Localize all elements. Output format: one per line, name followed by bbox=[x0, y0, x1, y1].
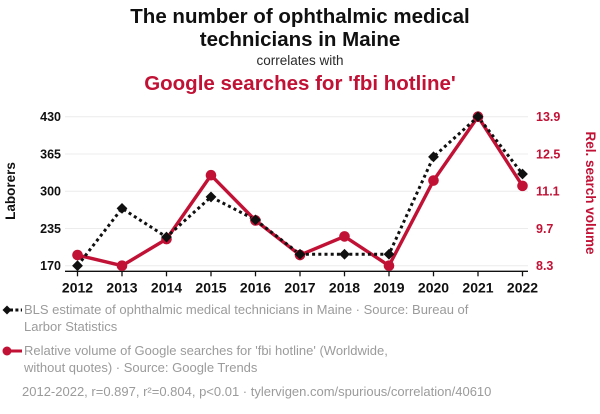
right-tick-label: 12.5 bbox=[536, 147, 560, 161]
red-circle-solid-marker-icon bbox=[2, 346, 22, 356]
legend: BLS estimate of ophthalmic medical techn… bbox=[2, 302, 594, 400]
legend-item-bls: BLS estimate of ophthalmic medical techn… bbox=[2, 302, 594, 335]
x-tick-label: 2014 bbox=[151, 280, 182, 296]
left-axis-title: Laborers bbox=[3, 162, 18, 220]
x-tick-label: 2015 bbox=[195, 280, 226, 296]
chart-title-line-2: technicians in Maine bbox=[199, 28, 401, 51]
x-tick-label: 2018 bbox=[329, 280, 360, 296]
chart-subtitle: Google searches for 'fbi hotline' bbox=[144, 72, 456, 95]
data-point-diamond-0 bbox=[294, 248, 306, 260]
legend-item-google-trends-text: Relative volume of Google searches for '… bbox=[24, 343, 388, 376]
data-point-circle-1 bbox=[339, 231, 350, 242]
right-tick-label: 8.3 bbox=[536, 259, 553, 273]
x-tick-label: 2022 bbox=[507, 280, 538, 296]
data-point-circle-1 bbox=[72, 249, 83, 261]
stats-footer: 2012-2022, r=0.897, r²=0.804, p<0.01 · t… bbox=[22, 384, 492, 399]
data-point-diamond-0 bbox=[161, 231, 172, 243]
legend-line: BLS estimate of ophthalmic medical techn… bbox=[24, 302, 469, 317]
data-point-diamond-0 bbox=[428, 151, 439, 163]
black-diamond-dashed-marker-icon bbox=[2, 305, 22, 315]
data-point-diamond-0 bbox=[517, 168, 528, 180]
right-axis-title: Rel. search volume bbox=[583, 131, 598, 255]
data-point-diamond-0 bbox=[339, 248, 350, 260]
x-tick-label: 2016 bbox=[240, 280, 271, 296]
chart-title-line-1: The number of ophthalmic medical bbox=[130, 5, 470, 28]
x-tick-label: 2013 bbox=[106, 280, 137, 296]
x-tick-label: 2020 bbox=[418, 280, 449, 296]
data-point-diamond-0 bbox=[250, 214, 261, 226]
data-point-circle-1 bbox=[517, 180, 528, 192]
x-tick-label: 2017 bbox=[284, 280, 315, 296]
data-point-diamond-0 bbox=[116, 202, 128, 214]
legend-line: Larbor Statistics bbox=[24, 318, 118, 334]
left-tick-label: 365 bbox=[40, 147, 61, 161]
x-tick-label: 2021 bbox=[462, 280, 493, 296]
data-point-circle-1 bbox=[205, 169, 217, 181]
left-tick-label: 235 bbox=[40, 222, 61, 236]
left-tick-label: 170 bbox=[40, 259, 61, 273]
data-point-diamond-0 bbox=[205, 191, 217, 203]
data-point-circle-1 bbox=[428, 175, 439, 186]
right-tick-label: 13.9 bbox=[536, 110, 560, 124]
data-point-circle-1 bbox=[116, 260, 128, 271]
data-point-circle-1 bbox=[383, 260, 395, 271]
chart-title: The number of ophthalmic medical technic… bbox=[0, 5, 600, 51]
legend-item-bls-text: BLS estimate of ophthalmic medical techn… bbox=[24, 302, 468, 335]
left-tick-label: 430 bbox=[40, 110, 61, 124]
data-point-diamond-0 bbox=[383, 248, 395, 260]
dual-axis-line-chart: 2012 2013 2014 2015 2016 2017 2018 2019 2020 2021… bbox=[3, 110, 598, 296]
correlates-with-text: correlates with bbox=[256, 53, 344, 68]
legend-line: Relative volume of Google searches for '… bbox=[24, 343, 388, 358]
right-tick-label: 11.1 bbox=[536, 185, 560, 199]
legend-line: without quotes) · Source: Google Trends bbox=[24, 359, 258, 375]
x-tick-label: 2012 bbox=[62, 280, 93, 296]
data-point-diamond-0 bbox=[472, 111, 484, 123]
legend-item-google-trends: Relative volume of Google searches for '… bbox=[2, 343, 594, 376]
left-tick-label: 300 bbox=[40, 185, 61, 199]
data-point-diamond-0 bbox=[72, 260, 83, 272]
right-tick-label: 9.7 bbox=[536, 222, 553, 236]
x-tick-label: 2019 bbox=[373, 280, 404, 296]
